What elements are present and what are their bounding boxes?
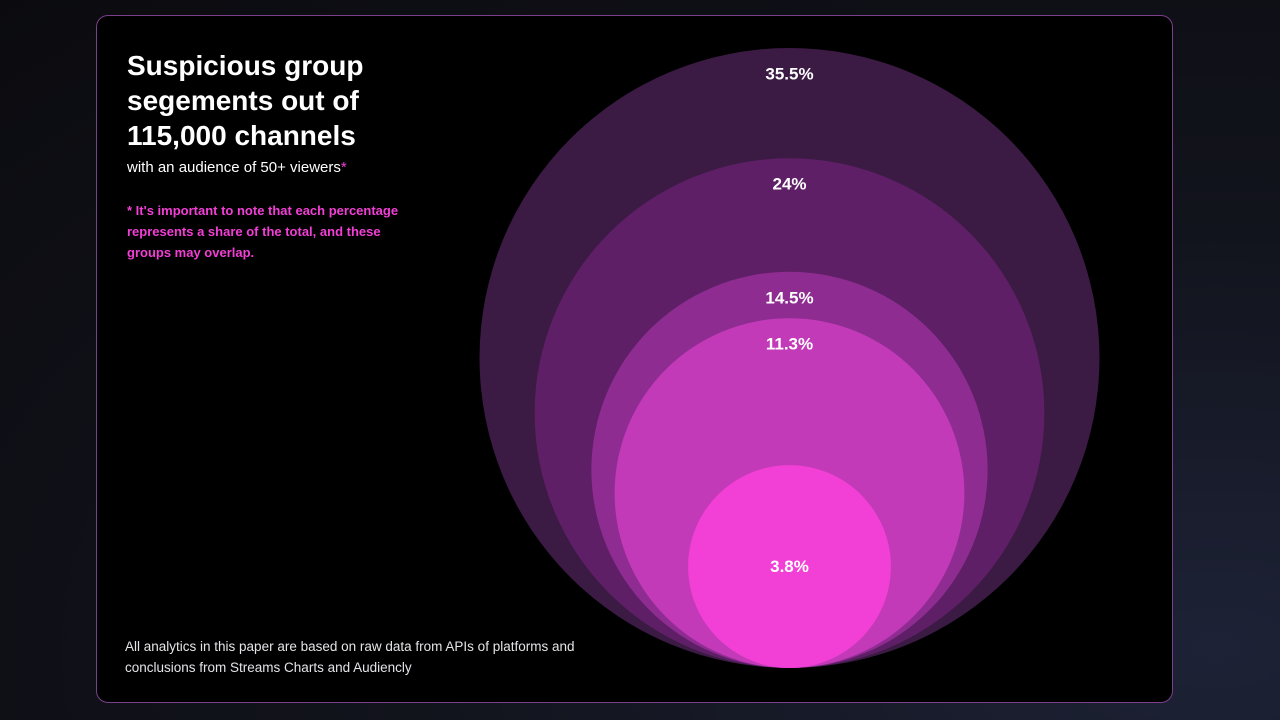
chart-subtitle: with an audience of 50+ viewers* [127,158,347,178]
footnote: * It's important to note that each perce… [127,203,399,260]
ring-5 [688,465,891,668]
subtitle-footnote-marker: * [340,159,347,176]
subtitle-text: with an audience of 50+ viewers [127,159,341,176]
ring-4-label: 11.3% [766,335,813,354]
source-note: All analytics in this paper are based on… [125,639,575,675]
ring-3-label: 14.5% [765,288,813,307]
ring-1-label: 35.5% [765,65,813,84]
chart-card: Suspicious group segements out of 115,00… [96,15,1173,703]
ring-2-label: 24% [772,175,806,194]
chart-title: Suspicious group segements out of 115,00… [127,50,364,151]
ring-5-label: 3.8% [770,557,809,576]
nested-circle-svg: 35.5% 24% 14.5% 11.3% 3.8% [479,48,1100,668]
nested-circle-chart: 35.5% 24% 14.5% 11.3% 3.8% [477,46,1102,671]
